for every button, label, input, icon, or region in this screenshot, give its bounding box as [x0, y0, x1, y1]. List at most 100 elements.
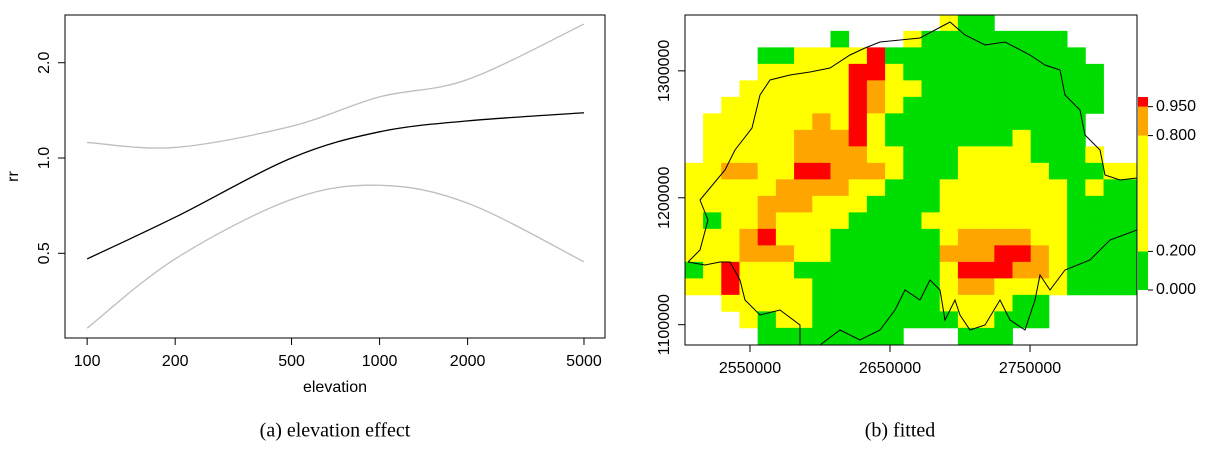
- map-cell: [866, 63, 886, 81]
- map-cell: [885, 311, 904, 329]
- map-cell: [957, 113, 977, 131]
- map-cell: [1012, 179, 1032, 197]
- map-cell: [794, 294, 813, 312]
- map-cell: [957, 212, 977, 230]
- map-cell: [812, 146, 831, 164]
- map-cell: [921, 311, 941, 329]
- plot-frame: [64, 14, 606, 339]
- map-cell: [848, 179, 868, 197]
- map-cell: [685, 162, 704, 180]
- map-cell: [1103, 179, 1123, 197]
- map-cell: [994, 245, 1013, 263]
- map-cell: [1012, 212, 1032, 230]
- map-cell: [939, 245, 959, 263]
- map-cell: [957, 278, 977, 296]
- map-cell: [976, 47, 995, 65]
- map-cell: [976, 162, 995, 180]
- map-cell: [703, 261, 722, 279]
- map-cell: [1030, 179, 1050, 197]
- map-cell: [1012, 294, 1032, 312]
- map-cell: [921, 80, 941, 98]
- map-cell: [1012, 113, 1032, 131]
- map-cell: [994, 228, 1013, 246]
- map-cell: [1121, 179, 1137, 197]
- map-cell: [1048, 278, 1068, 296]
- map-cell: [848, 228, 868, 246]
- map-cell: [1067, 113, 1086, 131]
- map-cell: [794, 63, 813, 81]
- caption: (a) elevation effect: [260, 420, 411, 442]
- map-cell: [921, 245, 941, 263]
- map-cell: [794, 162, 813, 180]
- map-cell: [921, 294, 941, 312]
- map-cell: [703, 113, 722, 131]
- map-cell: [775, 80, 795, 98]
- plot-frame: [684, 14, 1138, 346]
- map-cell: [775, 113, 795, 131]
- map-cell: [812, 311, 831, 329]
- map-cell: [921, 228, 941, 246]
- map-cell: [957, 80, 977, 98]
- map-cell: [976, 113, 995, 131]
- x-tick-label: 500: [278, 353, 305, 370]
- map-cell: [1030, 96, 1050, 114]
- map-cell: [812, 195, 831, 213]
- map-cell: [1121, 245, 1137, 263]
- map-cell: [812, 212, 831, 230]
- map-cell: [939, 311, 959, 329]
- map-cell: [903, 146, 922, 164]
- map-cell: [739, 80, 759, 98]
- map-cell: [866, 80, 886, 98]
- map-cell: [994, 47, 1013, 65]
- map-cell: [1030, 80, 1050, 98]
- map-cell: [794, 113, 813, 131]
- map-cell: [794, 146, 813, 164]
- map-cell: [957, 195, 977, 213]
- x-tick-label: 5000: [566, 353, 602, 370]
- map-cell: [1121, 195, 1137, 213]
- map-cell: [739, 113, 759, 131]
- map-cell: [866, 162, 886, 180]
- map-cell: [830, 113, 850, 131]
- map-cell: [1067, 146, 1086, 164]
- map-cell: [1030, 212, 1050, 230]
- map-cell: [1048, 228, 1068, 246]
- map-cell: [830, 47, 850, 65]
- map-cell: [1030, 228, 1050, 246]
- map-cell: [1030, 129, 1050, 147]
- map-cell: [848, 327, 868, 345]
- map-cell: [994, 30, 1013, 48]
- line-series: [87, 23, 585, 149]
- map-cell: [1048, 47, 1068, 65]
- map-cell: [976, 245, 995, 263]
- map-cell: [1030, 195, 1050, 213]
- map-cell: [1103, 261, 1123, 279]
- colorbar-band: [1138, 97, 1148, 107]
- map-cell: [994, 146, 1013, 164]
- map-cell: [957, 30, 977, 48]
- map-cell: [1067, 195, 1086, 213]
- map-cell: [775, 146, 795, 164]
- map-cell: [775, 294, 795, 312]
- map-cell: [903, 30, 922, 48]
- map-cell: [812, 162, 831, 180]
- map-cell: [866, 129, 886, 147]
- y-tick-label: 2.0: [36, 52, 53, 74]
- map-cell: [757, 311, 777, 329]
- map-cell: [939, 80, 959, 98]
- map-cell: [885, 228, 904, 246]
- map-cell: [830, 80, 850, 98]
- map-cell: [1012, 47, 1032, 65]
- map-cell: [794, 228, 813, 246]
- x-tick-label: 100: [74, 353, 101, 370]
- map-cell: [1030, 245, 1050, 263]
- map-cell: [812, 47, 831, 65]
- map-cell: [939, 15, 959, 32]
- map-cell: [794, 179, 813, 197]
- map-cell: [1121, 261, 1137, 279]
- colorbar-tick-label: 0.800: [1156, 127, 1196, 144]
- map-cell: [757, 278, 777, 296]
- map-cell: [921, 162, 941, 180]
- map-cell: [1030, 261, 1050, 279]
- map-cell: [866, 195, 886, 213]
